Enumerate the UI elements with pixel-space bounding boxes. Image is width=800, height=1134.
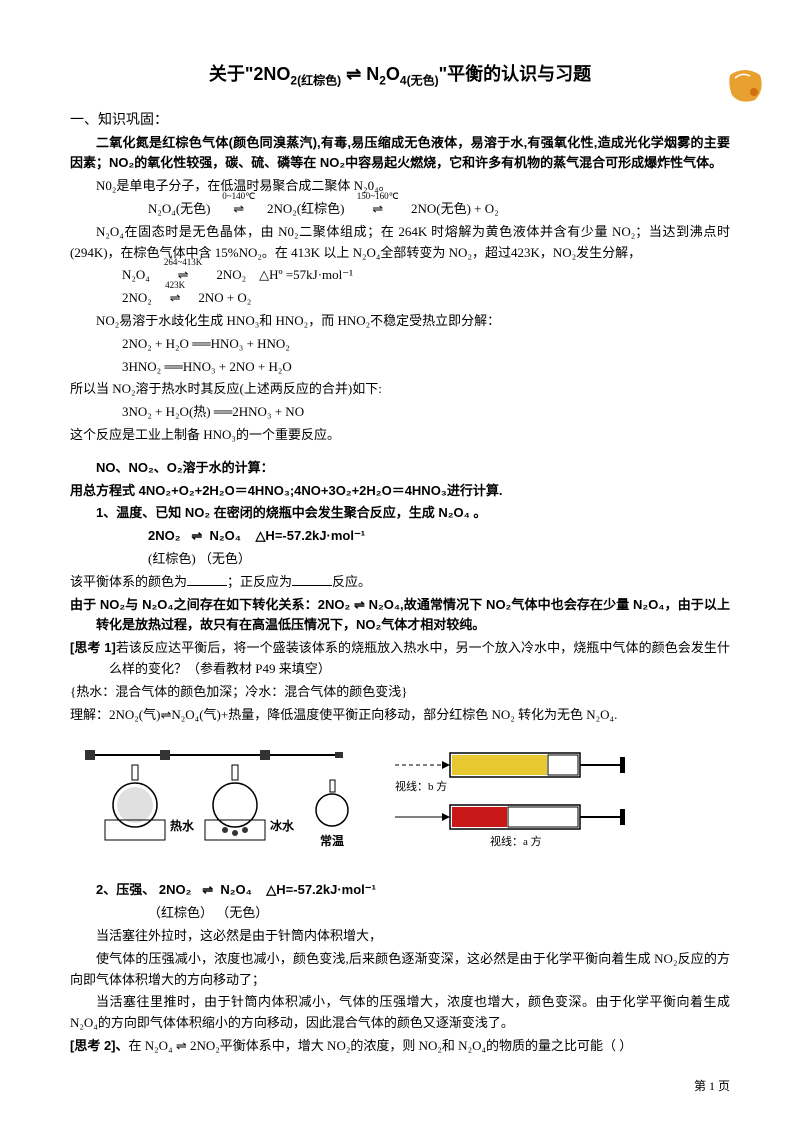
syringe-diagram: 视线：b 方 视线：a 方 (390, 750, 670, 855)
equation: 3NO₂ + H₂O(热) ══2HNO₃ + NO (70, 402, 730, 423)
equation: N₂O₄(无色) 0~140℃⇌ 2NO₂(红棕色) 150~160℃⇌ 2NO… (70, 199, 730, 220)
body-text: 这个反应是工业上制备 HNO₃的一个重要反应。 (70, 425, 730, 446)
body-text: （红棕色） （无色） (70, 903, 730, 924)
body-text: 二氧化氮是红棕色气体(颜色同溴蒸汽),有毒,易压缩成无色液体，易溶于水,有强氧化… (70, 133, 730, 175)
blank-input[interactable] (187, 585, 227, 586)
body-text: 1、温度、已知 NO₂ 在密闭的烧瓶中会发生聚合反应，生成 N₂O₄ 。 (70, 503, 730, 524)
subheading: NO、NO₂、O₂溶于水的计算： (70, 458, 730, 479)
equation: 2NO₂ ⇌ N₂O₄ △H=-57.2kJ·mol⁻¹ (70, 526, 730, 547)
svg-text:冰水: 冰水 (270, 818, 295, 833)
page: 关于"2NO2(红棕色) ⇌ N2O4(无色)"平衡的认识与习题 一、知识巩固：… (0, 0, 800, 1134)
page-footer: 第 1 页 (70, 1077, 730, 1094)
body-text: 当活塞往里推时，由于针筒内体积减小，气体的压强增大，浓度也增大，颜色变深。由于化… (70, 992, 730, 1034)
logo-icon (720, 60, 770, 110)
body-text: 使气体的压强减小，浓度也减小，颜色变浅,后来颜色逐渐变深，这必然是由于化学平衡向… (70, 949, 730, 991)
body-text: 由于 NO₂与 N₂O₄之间存在如下转化关系：2NO₂ ⇌ N₂O₄,故通常情况… (70, 595, 730, 637)
body-text: [思考 2]、在 N₂O₄ ⇌ 2NO₂平衡体系中，增大 NO₂的浓度，则 NO… (70, 1036, 730, 1057)
svg-text:常温: 常温 (320, 833, 344, 848)
body-text: {热水：混合气体的颜色加深；冷水：混合气体的颜色变浅} (70, 682, 730, 703)
body-text: 用总方程式 4NO₂+O₂+2H₂O＝4HNO₃;4NO+3O₂+2H₂O＝4H… (70, 481, 730, 502)
body-text: 该平衡体系的颜色为；正反应为反应。 (70, 572, 730, 593)
body-text: 理解：2NO₂(气)⇌N₂O₄(气)+热量，降低温度使平衡正向移动，部分红棕色 … (70, 705, 730, 726)
svg-text:视线：a 方: 视线：a 方 (490, 834, 542, 848)
body-text: NO₂易溶于水歧化生成 HNO₃和 HNO₂，而 HNO₂不稳定受热立即分解： (70, 311, 730, 332)
body-text: [思考 1]若该反应达平衡后，将一个盛装该体系的烧瓶放入热水中，另一个放入冷水中… (70, 638, 730, 680)
svg-text:视线：b 方: 视线：b 方 (395, 779, 447, 793)
body-text: 所以当 NO₂溶于热水时其反应(上述两反应的合并)如下: (70, 379, 730, 400)
blank-input[interactable] (292, 585, 332, 586)
equation: 2NO₂ 423K⇌ 2NO + O₂ (70, 288, 730, 309)
figure-row: 热水 冰水 常温 视线：b 方 视线：a 方 (70, 735, 730, 870)
section-heading: 一、知识巩固： (70, 109, 730, 129)
page-title: 关于"2NO2(红棕色) ⇌ N2O4(无色)"平衡的认识与习题 (70, 60, 730, 89)
equation: 3HNO₂ ══HNO₃ + 2NO + H₂O (70, 357, 730, 378)
flask-diagram: 热水 冰水 常温 (70, 735, 370, 870)
equation: 2NO₂ + H₂O ══HNO₃ + HNO₂ (70, 334, 730, 355)
body-text: 2、压强、 2NO₂ ⇌ N₂O₄ △H=-57.2kJ·mol⁻¹ (70, 880, 730, 901)
body-text: 当活塞往外拉时，这必然是由于针筒内体积增大， (70, 926, 730, 947)
body-text: (红棕色) （无色） (70, 549, 730, 570)
svg-text:热水: 热水 (170, 818, 195, 833)
